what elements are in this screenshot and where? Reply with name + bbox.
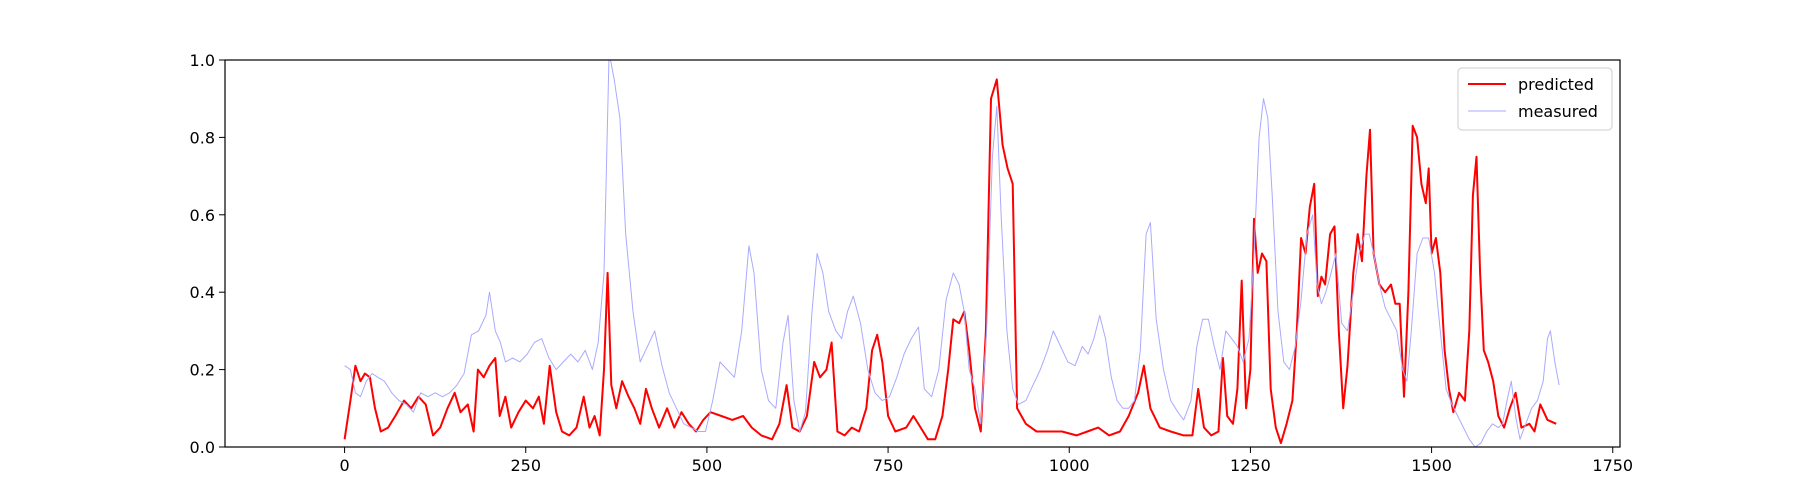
y-axis: 0.0 0.2 0.4 0.6 0.8 1.0 [190,51,225,457]
y-tick-label: 0.8 [190,128,215,147]
x-tick-label: 0 [339,456,349,475]
x-tick-label: 1750 [1592,456,1633,475]
plot-frame [224,59,1621,448]
legend-label-measured: measured [1518,102,1598,121]
y-tick-label: 0.2 [190,361,215,380]
x-tick-label: 750 [873,456,904,475]
x-tick-label: 250 [510,456,541,475]
y-tick-label: 0.6 [190,206,215,225]
x-axis: 0 250 500 750 1000 1250 1500 1750 [339,447,1633,475]
legend-label-predicted: predicted [1518,75,1594,94]
series-line-predicted [343,78,1557,445]
x-tick-label: 500 [692,456,723,475]
series-line-measured [344,60,1560,447]
legend: predicted measured [1457,67,1613,131]
y-tick-label: 0.0 [190,438,215,457]
series-layer [343,60,1560,447]
plot-area [225,60,1620,447]
y-tick-label: 0.4 [190,283,215,302]
y-tick-label: 1.0 [190,51,215,70]
x-tick-label: 1000 [1049,456,1090,475]
x-tick-label: 1250 [1230,456,1271,475]
x-tick-label: 1500 [1411,456,1452,475]
